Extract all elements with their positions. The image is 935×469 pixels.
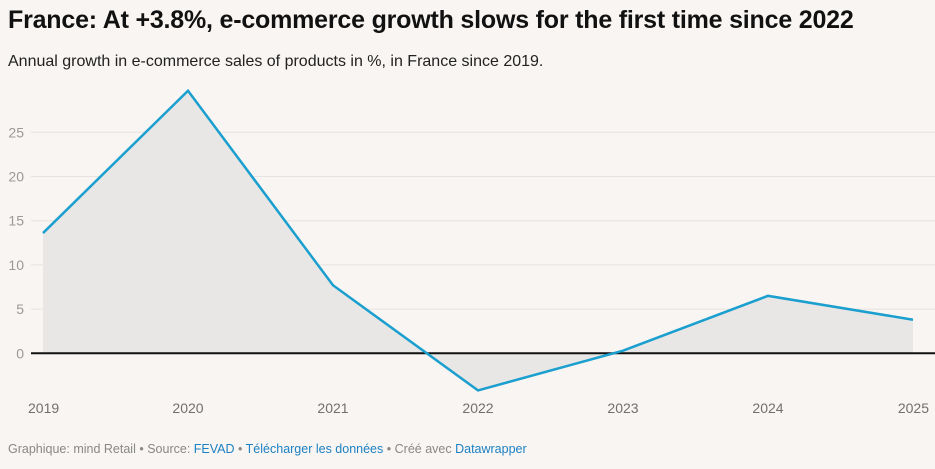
y-axis: 0 5 10 15 20 25 bbox=[8, 124, 24, 361]
y-tick-label: 25 bbox=[8, 124, 24, 140]
y-tick-label: 10 bbox=[8, 257, 24, 273]
chart-title: France: At +3.8%, e-commerce growth slow… bbox=[8, 6, 854, 34]
created-with-label: Créé avec bbox=[394, 442, 452, 456]
chart-subtitle: Annual growth in e-commerce sales of pro… bbox=[8, 53, 544, 70]
x-tick-label: 2022 bbox=[462, 400, 493, 416]
x-tick-label: 2021 bbox=[317, 400, 348, 416]
y-tick-label: 5 bbox=[16, 301, 24, 317]
x-tick-label: 2023 bbox=[607, 400, 638, 416]
separator: • bbox=[386, 442, 392, 456]
separator: • bbox=[238, 442, 243, 456]
y-tick-label: 20 bbox=[8, 169, 24, 185]
y-tick-label: 15 bbox=[8, 213, 24, 229]
graphic-credit: Graphique: mind Retail bbox=[8, 442, 136, 456]
x-tick-label: 2024 bbox=[752, 400, 783, 416]
footer: Graphique: mind Retail • Source: FEVAD •… bbox=[8, 442, 527, 456]
area-fill bbox=[43, 90, 913, 391]
x-tick-label: 2025 bbox=[898, 400, 929, 416]
source-link[interactable]: FEVAD bbox=[193, 442, 235, 456]
source-label: Source: bbox=[147, 442, 191, 456]
x-tick-label: 2019 bbox=[28, 400, 59, 416]
datawrapper-link[interactable]: Datawrapper bbox=[455, 442, 527, 456]
download-data-link[interactable]: Télécharger les données bbox=[245, 442, 384, 456]
separator: • bbox=[139, 442, 144, 456]
data-points bbox=[42, 90, 914, 391]
x-tick-label: 2020 bbox=[172, 400, 203, 416]
x-axis: 2019 2020 2021 2022 2023 2024 2025 bbox=[28, 400, 929, 416]
y-tick-label: 0 bbox=[16, 345, 24, 361]
